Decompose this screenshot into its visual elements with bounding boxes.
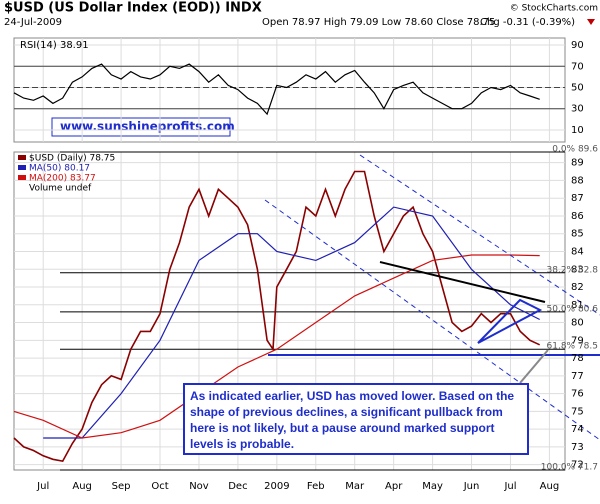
ohlc: Open 78.97 High 79.09 Low 78.60 Close 78… [262, 17, 495, 28]
y-tick-label: 30 [571, 104, 584, 115]
x-tick-label: Jul [36, 481, 49, 492]
y-tick-label: 79 [571, 335, 584, 346]
down-arrow [587, 19, 595, 25]
panel-title: RSI(14) 38.91 [20, 40, 89, 51]
x-tick-label: Aug [540, 481, 560, 492]
y-tick-label: 70 [571, 61, 584, 72]
rsi-frame [13, 37, 566, 143]
y-tick-label: 86 [571, 211, 584, 222]
legend-entry: Volume undef [29, 184, 92, 194]
y-tick-label: 81 [571, 300, 584, 311]
y-tick-label: 89 [571, 158, 584, 169]
fib-label: 100.0% 71.7 [541, 463, 598, 473]
title: $USD (US Dollar Index (EOD)) INDX [4, 1, 262, 16]
x-tick-label: Aug [72, 481, 92, 492]
y-tick-label: 75 [571, 406, 584, 417]
x-tick-label: Mar [345, 481, 365, 492]
y-tick-label: 85 [571, 229, 584, 240]
y-tick-label: 87 [571, 193, 584, 204]
x-tick-label: Apr [385, 481, 403, 492]
y-tick-label: 78 [571, 353, 584, 364]
pointer [519, 349, 549, 384]
y-tick-label: 76 [571, 389, 584, 400]
website-box [51, 117, 231, 137]
y-tick-label: 90 [571, 40, 584, 51]
legend-swatch [18, 175, 26, 180]
legend-entry: $USD (Daily) 78.75 [29, 154, 115, 164]
fib-label: 50.0% 80.6 [547, 304, 599, 314]
series-line [13, 170, 541, 462]
trendline [379, 261, 546, 303]
fib-label: 61.8% 78.5 [547, 342, 599, 352]
y-tick-label: 50 [571, 83, 584, 94]
x-tick-label: Dec [228, 481, 247, 492]
legend-entry: MA(200) 83.77 [29, 174, 96, 184]
legend-swatch [18, 165, 26, 170]
credit: © StockCharts.com [510, 4, 598, 14]
annotation: As indicated earlier, USD has moved lowe… [183, 383, 529, 455]
y-tick-label: 10 [571, 125, 584, 136]
x-tick-label: Jul [503, 481, 516, 492]
y-tick-label: 72 [571, 460, 584, 471]
change: Chg -0.31 (-0.39%) [480, 17, 575, 28]
x-tick-label: Oct [151, 481, 168, 492]
x-tick-label: Feb [307, 481, 325, 492]
y-tick-label: 80 [571, 318, 584, 329]
y-tick-label: 82 [571, 282, 584, 293]
x-tick-label: Sep [112, 481, 131, 492]
x-tick-label: 2009 [264, 481, 289, 492]
x-tick-label: May [422, 481, 443, 492]
triangle [477, 298, 543, 344]
x-tick-label: Nov [189, 481, 209, 492]
series-line [13, 254, 540, 439]
y-tick-label: 77 [571, 371, 584, 382]
fib-label: 38.2% 82.8 [547, 265, 599, 275]
y-tick-label: 88 [571, 175, 584, 186]
fib-label: 0.0% 89.6 [552, 145, 598, 155]
channel-top [359, 154, 600, 316]
channel-bottom [264, 199, 600, 441]
series-line [43, 206, 540, 439]
rsi-line [13, 63, 540, 116]
legend-entry: MA(50) 80.17 [29, 164, 90, 174]
y-tick-label: 83 [571, 264, 584, 275]
y-tick-label: 74 [571, 424, 584, 435]
date: 24-Jul-2009 [4, 17, 62, 28]
y-tick-label: 84 [571, 246, 584, 257]
y-tick-label: 73 [571, 442, 584, 453]
x-tick-label: Jun [463, 481, 480, 492]
trendlines [264, 154, 600, 441]
legend-swatch [18, 155, 26, 160]
website: www.sunshineprofits.com [60, 120, 235, 134]
